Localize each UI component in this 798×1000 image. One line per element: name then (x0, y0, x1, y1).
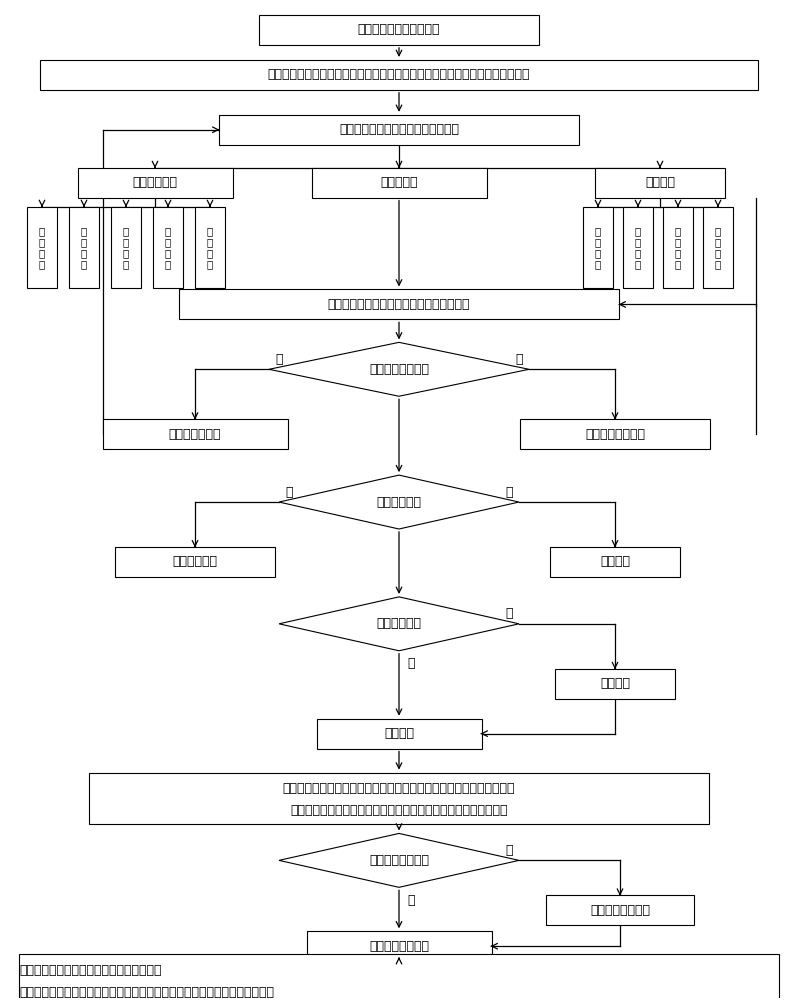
Polygon shape (269, 342, 529, 396)
Text: 打开开关按键，测量体重: 打开开关按键，测量体重 (358, 23, 440, 36)
Text: 进入移动终端应用: 进入移动终端应用 (369, 940, 429, 953)
Text: 数据管理系统建立历史体重数据库；同时处理器控制二维码生成装置生成二维码: 数据管理系统建立历史体重数据库；同时处理器控制二维码生成装置生成二维码 (268, 68, 530, 81)
Text: 健
康
建
议: 健 康 建 议 (165, 226, 171, 269)
Text: 打开称体: 打开称体 (600, 677, 630, 690)
FancyBboxPatch shape (115, 547, 275, 577)
Text: 附
近
称
体: 附 近 称 体 (595, 226, 601, 269)
Text: 关闭称体: 关闭称体 (600, 555, 630, 568)
FancyBboxPatch shape (69, 207, 99, 288)
Text: 返回初始化界面: 返回初始化界面 (168, 428, 221, 441)
Text: 移动终端应用退出: 移动终端应用退出 (369, 854, 429, 867)
FancyBboxPatch shape (623, 207, 653, 288)
Text: 系统反馈: 系统反馈 (645, 176, 675, 189)
FancyBboxPatch shape (40, 60, 758, 90)
Text: 专
家
咨
询: 专 家 咨 询 (207, 226, 213, 269)
Text: 扫描二维码，移动终端应用获取测量结果，: 扫描二维码，移动终端应用获取测量结果， (19, 964, 161, 977)
Text: 数据管理系统对本次结果与历史体重数据进行比对，数据管理系统建立: 数据管理系统对本次结果与历史体重数据进行比对，数据管理系统建立 (282, 782, 516, 795)
Polygon shape (279, 597, 519, 651)
FancyBboxPatch shape (219, 115, 579, 145)
Text: 测量体重: 测量体重 (384, 727, 414, 740)
Text: 否: 否 (407, 894, 415, 907)
FancyBboxPatch shape (550, 547, 680, 577)
Text: 处于待机状态: 处于待机状态 (172, 555, 218, 568)
Text: 结
果
汇
总: 结 果 汇 总 (81, 226, 87, 269)
FancyBboxPatch shape (153, 207, 183, 288)
FancyBboxPatch shape (179, 289, 619, 319)
FancyBboxPatch shape (27, 207, 57, 288)
Text: 是: 是 (407, 657, 415, 670)
Text: 退出移动终端应用: 退出移动终端应用 (369, 363, 429, 376)
Text: 新的历史体重数据库；同时处理器控制二维码生成装置生成二维码: 新的历史体重数据库；同时处理器控制二维码生成装置生成二维码 (290, 804, 508, 817)
Text: 是: 是 (505, 486, 513, 499)
Text: 否: 否 (505, 607, 513, 620)
FancyBboxPatch shape (259, 15, 539, 45)
FancyBboxPatch shape (89, 773, 709, 824)
Text: 称
称
数
据: 称 称 数 据 (675, 226, 681, 269)
Text: 扫描二维码: 扫描二维码 (381, 176, 417, 189)
FancyBboxPatch shape (195, 207, 225, 288)
Text: 移动终端应用可以通过网络获取数据管理系统的信息并通过界面显示信息内容: 移动终端应用可以通过网络获取数据管理系统的信息并通过界面显示信息内容 (19, 986, 274, 999)
Text: 否: 否 (285, 486, 293, 499)
FancyBboxPatch shape (19, 954, 779, 1000)
FancyBboxPatch shape (520, 419, 710, 449)
FancyBboxPatch shape (311, 168, 487, 198)
Polygon shape (279, 833, 519, 887)
FancyBboxPatch shape (111, 207, 141, 288)
Text: 是: 是 (516, 353, 523, 366)
Text: 是: 是 (505, 844, 513, 857)
FancyBboxPatch shape (102, 419, 287, 449)
Text: 打开移动终端应用，并进行重始化重: 打开移动终端应用，并进行重始化重 (339, 123, 459, 136)
FancyBboxPatch shape (317, 719, 481, 749)
FancyBboxPatch shape (555, 669, 675, 699)
FancyBboxPatch shape (306, 931, 492, 961)
FancyBboxPatch shape (663, 207, 693, 288)
Text: 打开移动终端应用: 打开移动终端应用 (590, 904, 650, 917)
Text: 联
系
合
作: 联 系 合 作 (635, 226, 641, 269)
Text: 否: 否 (275, 353, 282, 366)
Text: 上
次
结
果: 上 次 结 果 (39, 226, 45, 269)
Text: 称
称
回
答: 称 称 回 答 (715, 226, 721, 269)
FancyBboxPatch shape (703, 207, 733, 288)
FancyBboxPatch shape (583, 207, 613, 288)
Text: 处于待机状态: 处于待机状态 (377, 617, 421, 630)
FancyBboxPatch shape (77, 168, 232, 198)
Text: 健
康
分
析: 健 康 分 析 (123, 226, 129, 269)
FancyBboxPatch shape (595, 168, 725, 198)
Text: 结束本次体重测量: 结束本次体重测量 (585, 428, 645, 441)
Text: 触发开关按键: 触发开关按键 (377, 496, 421, 509)
Polygon shape (279, 475, 519, 529)
Text: 个人体重管理: 个人体重管理 (132, 176, 177, 189)
FancyBboxPatch shape (546, 895, 694, 925)
Text: 获取测量结果，并与数据管理系统账号绑定: 获取测量结果，并与数据管理系统账号绑定 (328, 298, 470, 311)
